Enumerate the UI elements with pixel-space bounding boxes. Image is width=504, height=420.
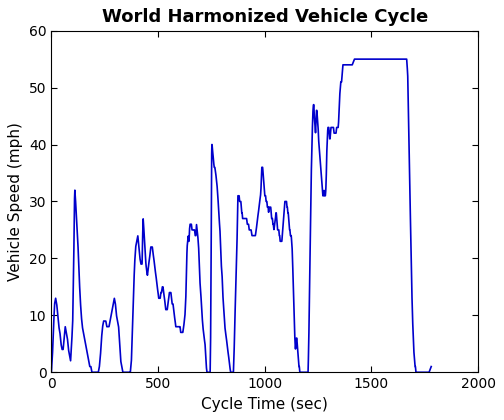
X-axis label: Cycle Time (sec): Cycle Time (sec) (201, 396, 328, 412)
Title: World Harmonized Vehicle Cycle: World Harmonized Vehicle Cycle (102, 8, 428, 26)
Y-axis label: Vehicle Speed (mph): Vehicle Speed (mph) (9, 122, 23, 281)
